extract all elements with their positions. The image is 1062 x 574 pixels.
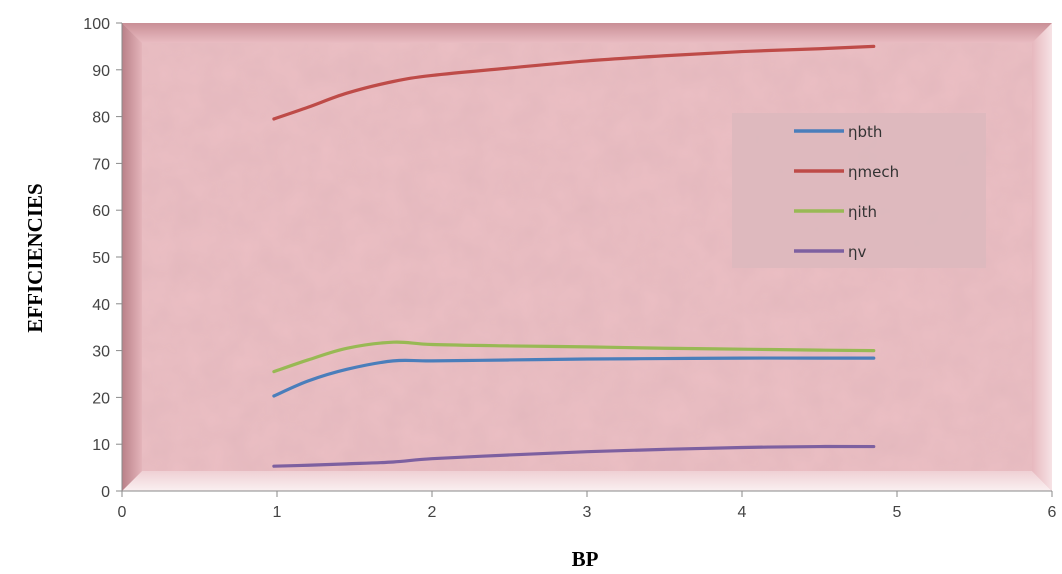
axes: 0 10 20 30 40 50 60 70 80 90 100 0 1 2 3 4 5 6 [83, 16, 1056, 521]
x-tick-label: 1 [273, 504, 282, 521]
y-tick-label: 0 [101, 484, 110, 501]
legend: ηbth ηmech ηith ηv [732, 113, 986, 268]
x-tick-label: 4 [738, 504, 747, 521]
series-line-4 [272, 444, 876, 468]
series-line-1 [272, 356, 876, 398]
legend-label-4: ηv [848, 243, 867, 261]
x-tick-label: 5 [893, 504, 902, 521]
y-tick-label: 50 [92, 250, 110, 267]
y-tick-label: 40 [92, 297, 110, 314]
series-line-2 [272, 44, 876, 121]
series-layer [272, 44, 876, 468]
x-tick-label: 6 [1048, 504, 1057, 521]
legend-box [732, 113, 986, 268]
legend-label-3: ηith [848, 203, 877, 221]
bevel-bottom [122, 471, 1052, 491]
bevel-right [1032, 23, 1052, 491]
legend-label-1: ηbth [848, 123, 882, 141]
bevel-left [122, 23, 142, 491]
legend-label-2: ηmech [848, 163, 899, 181]
y-tick-label: 10 [92, 437, 110, 454]
y-tick-label: 70 [92, 156, 110, 173]
y-tick-label: 60 [92, 203, 110, 220]
x-tick-label: 2 [428, 504, 437, 521]
x-axis-title: BP [572, 547, 599, 571]
series-line-3 [272, 340, 876, 374]
y-axis-title: EFFICIENCIES [23, 183, 47, 332]
y-tick-label: 100 [83, 16, 110, 33]
y-tick-label: 90 [92, 63, 110, 80]
x-tick-label: 0 [118, 504, 127, 521]
y-tick-label: 20 [92, 390, 110, 407]
y-tick-label: 80 [92, 110, 110, 127]
bevel-top [122, 23, 1052, 43]
y-tick-label: 30 [92, 344, 110, 361]
x-tick-label: 3 [583, 504, 592, 521]
